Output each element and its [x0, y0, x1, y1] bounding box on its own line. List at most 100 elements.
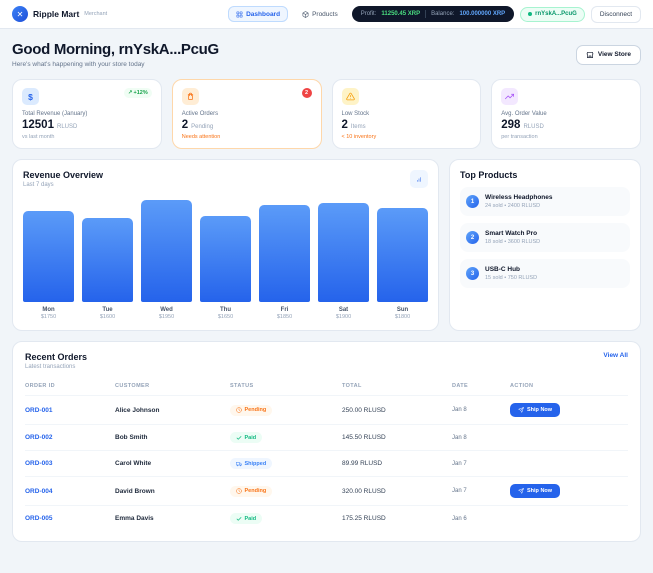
alert-triangle-icon: [341, 88, 359, 105]
product-meta: 18 sold • 3600 RLUSD: [485, 239, 541, 245]
top-products-card: Top Products 1 Wireless Headphones 24 so…: [449, 159, 641, 331]
clock-icon: [236, 407, 242, 413]
order-date: Jan 6: [452, 515, 467, 522]
dashboard-main: Good Morning, rnYskA...PcuG Here's what'…: [0, 29, 653, 550]
rank-badge: 2: [466, 231, 479, 244]
truck-icon: [236, 461, 242, 466]
stat-unit: Pending: [191, 124, 214, 130]
table-row: ORD-001 Alice Johnson Pending 250.00 RLU…: [25, 395, 628, 424]
top-products-title: Top Products: [460, 170, 518, 180]
status-badge-pending: Pending: [230, 485, 273, 497]
recent-orders-card: Recent Orders Latest transactions View A…: [12, 341, 641, 542]
status-badge-pending: Pending: [230, 404, 273, 416]
stat-note: vs last month: [22, 134, 55, 140]
revenue-overview-card: Revenue Overview Last 7 days Mon $1750 Tu…: [12, 159, 439, 331]
table-row: ORD-002 Bob Smith Paid 145.50 RLUSD Jan …: [25, 424, 628, 450]
customer-name: Emma Davis: [115, 515, 154, 522]
shopping-bag-icon: [181, 88, 199, 105]
dollar-icon: $: [22, 88, 39, 105]
orders-table: Order ID Customer Status Total Date Acti…: [25, 379, 628, 531]
view-store-button[interactable]: View Store: [575, 44, 641, 65]
send-icon: [518, 488, 524, 494]
revenue-bar: [141, 200, 192, 302]
page-title: Good Morning, rnYskA...PcuG: [12, 41, 219, 58]
wallet-address-pill[interactable]: rnYskA...PcuG: [520, 6, 585, 22]
navbar-actions: Dashboard Products Profit: 11250.45 XRP …: [228, 5, 641, 23]
divider: [425, 10, 427, 18]
wallet-address: rnYskA...PcuG: [535, 11, 577, 17]
table-row: ORD-005 Emma Davis Paid 175.25 RLUSD Jan…: [25, 505, 628, 531]
order-id-link[interactable]: ORD-001: [25, 406, 53, 414]
order-id-link[interactable]: ORD-005: [25, 515, 53, 522]
order-date: Jan 7: [452, 488, 467, 494]
balance-value: 100.000000 XRP: [459, 11, 506, 17]
product-meta: 15 sold • 750 RLUSD: [485, 275, 538, 281]
stat-note: per transaction: [501, 134, 538, 140]
stat-title: Total Revenue (January): [22, 111, 88, 117]
stat-unit: RLUSD: [56, 124, 78, 130]
status-badge-shipped: Shipped: [230, 458, 273, 469]
nav-tab-dashboard[interactable]: Dashboard: [228, 6, 289, 22]
page-subtitle: Here's what's happening with your store …: [12, 61, 145, 68]
stat-title: Avg. Order Value: [501, 111, 547, 117]
order-date: Jan 8: [452, 407, 467, 413]
view-all-link[interactable]: View All: [603, 352, 628, 359]
profit-label: Profit:: [360, 11, 377, 17]
stat-title: Low Stock: [341, 111, 370, 117]
ship-now-button[interactable]: Ship Now: [510, 403, 561, 417]
bar-chart-icon[interactable]: [410, 170, 428, 188]
trending-up-icon: [501, 88, 519, 105]
clock-icon: [236, 488, 242, 494]
stats-grid: $ ↗ +12% Total Revenue (January) 12501 R…: [12, 79, 641, 149]
order-id-link[interactable]: ORD-003: [25, 460, 53, 467]
stat-card-active-orders: 2 Active Orders 2 Pending Needs attentio…: [171, 79, 322, 149]
chart-title: Revenue Overview: [23, 170, 104, 180]
chart-subtitle: Last 7 days: [23, 182, 54, 188]
order-id-link[interactable]: ORD-002: [25, 434, 53, 441]
status-badge-paid: Paid: [230, 432, 263, 443]
order-total: 145.50 RLUSD: [342, 434, 386, 441]
order-total: 320.00 RLUSD: [342, 487, 386, 495]
greeting-section: Good Morning, rnYskA...PcuG Here's what'…: [12, 41, 641, 68]
order-id-link[interactable]: ORD-004: [25, 487, 53, 495]
check-icon: [236, 435, 242, 440]
table-header-row: Order ID Customer Status Total Date Acti…: [25, 383, 534, 389]
stat-unit: RLUSD: [523, 124, 544, 130]
connected-dot-icon: [528, 12, 533, 16]
rank-badge: 1: [466, 195, 479, 208]
box-icon: [302, 10, 309, 18]
revenue-bar: [318, 202, 369, 302]
customer-name: Bob Smith: [115, 434, 148, 441]
disconnect-button[interactable]: Disconnect: [590, 5, 641, 23]
order-date: Jan 8: [452, 434, 467, 441]
revenue-bar: [200, 215, 251, 302]
table-row: ORD-004 David Brown Pending 320.00 RLUSD…: [25, 476, 628, 505]
stat-value: 2: [341, 119, 348, 131]
stat-title: Active Orders: [181, 111, 219, 117]
orders-count-badge: 2: [301, 88, 312, 98]
send-icon: [518, 407, 524, 413]
list-item-product: 3 USB-C Hub 15 sold • 750 RLUSD: [460, 259, 630, 288]
stat-value: 2: [181, 119, 189, 131]
revenue-bar: [259, 205, 310, 302]
revenue-bar: [377, 207, 428, 302]
stat-note: < 10 inventory: [341, 134, 377, 140]
revenue-bar-chart: [23, 200, 428, 302]
product-meta: 24 sold • 2400 RLUSD: [485, 203, 541, 209]
order-date: Jan 7: [452, 460, 467, 467]
trend-badge: ↗ +12%: [123, 88, 152, 98]
brand-name: Ripple Mart: [33, 9, 80, 19]
orders-subtitle: Latest transactions: [25, 364, 76, 370]
stat-value: 298: [501, 119, 521, 131]
order-total: 175.25 RLUSD: [342, 515, 386, 522]
stat-note: Needs attention: [181, 134, 221, 140]
product-name: USB-C Hub: [485, 266, 521, 273]
stat-card-total-revenue: $ ↗ +12% Total Revenue (January) 12501 R…: [12, 79, 162, 149]
customer-name: Alice Johnson: [115, 406, 160, 414]
nav-tab-products[interactable]: Products: [294, 6, 346, 22]
rank-badge: 3: [466, 267, 479, 280]
ship-now-button[interactable]: Ship Now: [510, 484, 561, 498]
order-total: 250.00 RLUSD: [342, 406, 386, 414]
profit-balance-pill: Profit: 11250.45 XRP Balance: 100.000000…: [351, 6, 515, 22]
brand-tag: Merchant: [84, 11, 108, 17]
